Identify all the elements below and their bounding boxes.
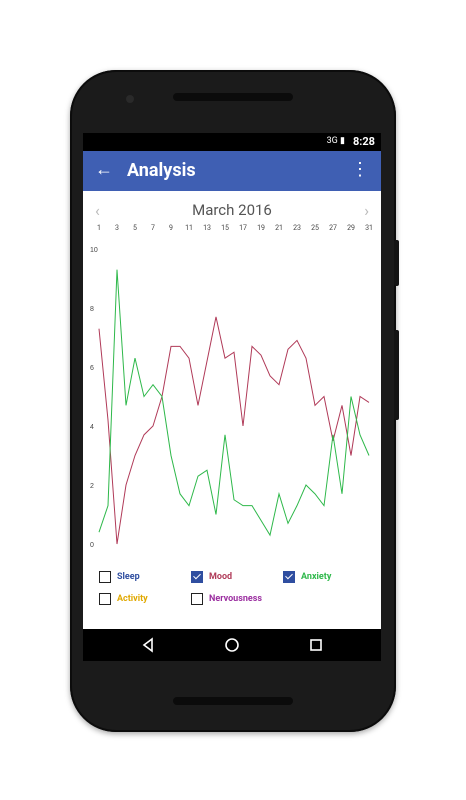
legend-label: Anxiety (301, 572, 332, 582)
checkbox[interactable] (99, 571, 111, 583)
top-speaker (173, 93, 293, 101)
day-label: 11 (185, 224, 193, 232)
day-label: 27 (329, 224, 337, 232)
day-label: 17 (239, 224, 247, 232)
month-header: ‹ March 2016 › (83, 201, 381, 225)
front-camera (126, 95, 134, 103)
checkbox[interactable] (99, 593, 111, 605)
day-label: 19 (257, 224, 265, 232)
app-bar: ← Analysis ⋮ (83, 151, 381, 191)
day-labels: 1 3 5 7 9 11 13 15 17 19 21 23 25 27 29 31 (83, 224, 381, 238)
recents-nav-icon[interactable] (306, 635, 326, 655)
status-icons: 3G ▮ (326, 136, 345, 146)
volume-button (394, 240, 399, 286)
chevron-left-icon[interactable]: ‹ (95, 201, 100, 220)
overflow-menu-icon[interactable]: ⋮ (351, 159, 369, 180)
y-tick-label: 0 (90, 542, 94, 549)
legend-item-activity[interactable]: Activity (99, 593, 148, 605)
y-tick-label: 4 (90, 424, 94, 431)
day-label: 23 (293, 224, 301, 232)
status-bar: 3G ▮ 8:28 (83, 133, 381, 151)
day-label: 21 (275, 224, 283, 232)
page-title: Analysis (127, 160, 196, 181)
day-label: 5 (133, 224, 137, 232)
day-label: 25 (311, 224, 319, 232)
line-chart: 0 2 4 6 8 10 (90, 247, 370, 549)
day-label: 31 (365, 224, 373, 232)
y-tick-label: 8 (90, 306, 94, 313)
y-tick-label: 2 (90, 483, 94, 490)
checkbox[interactable] (191, 571, 203, 583)
back-nav-icon[interactable] (138, 635, 158, 655)
day-label: 1 (97, 224, 101, 232)
bottom-speaker (173, 697, 293, 705)
legend: Sleep Mood Anxiety Activity Nervousness (83, 571, 381, 621)
legend-label: Activity (117, 594, 148, 604)
series-line-anxiety (98, 269, 370, 537)
checkbox[interactable] (283, 571, 295, 583)
system-navbar (83, 629, 381, 661)
legend-label: Mood (209, 572, 233, 582)
legend-label: Sleep (117, 572, 140, 582)
y-tick-label: 6 (90, 365, 94, 372)
day-label: 15 (221, 224, 229, 232)
back-arrow-icon[interactable]: ← (95, 159, 113, 180)
legend-item-mood[interactable]: Mood (191, 571, 232, 583)
legend-item-sleep[interactable]: Sleep (99, 571, 140, 583)
day-label: 3 (115, 224, 119, 232)
legend-label: Nervousness (209, 594, 262, 604)
day-label: 13 (203, 224, 211, 232)
y-tick-label: 10 (90, 247, 98, 254)
chevron-right-icon[interactable]: › (364, 201, 369, 220)
day-label: 9 (169, 224, 173, 232)
month-title: March 2016 (192, 201, 272, 219)
legend-item-anxiety[interactable]: Anxiety (283, 571, 331, 583)
home-nav-icon[interactable] (222, 635, 242, 655)
day-label: 29 (347, 224, 355, 232)
checkbox[interactable] (191, 593, 203, 605)
legend-item-nervousness[interactable]: Nervousness (191, 593, 262, 605)
status-time: 8:28 (352, 135, 375, 148)
series-line-mood (98, 316, 370, 545)
power-button (394, 330, 399, 420)
day-label: 7 (151, 224, 155, 232)
